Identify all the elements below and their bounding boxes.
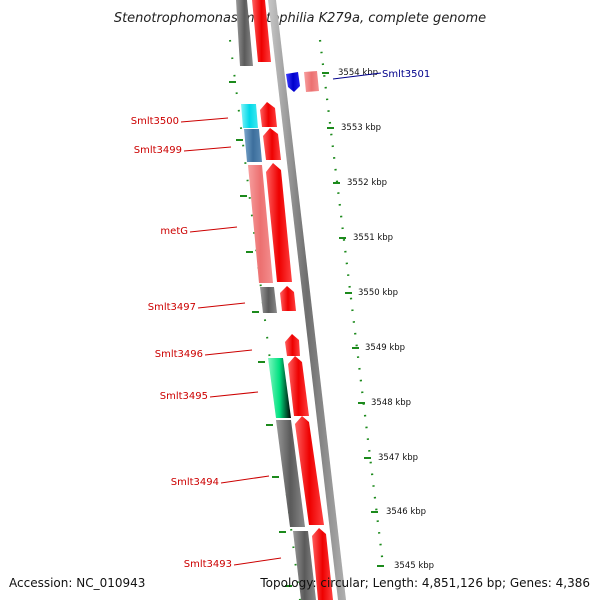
gene-smlt3500 bbox=[241, 104, 258, 128]
gene-smlt3495 bbox=[268, 358, 291, 418]
inner-major-ticks bbox=[229, 81, 292, 587]
tick-track-inner bbox=[229, 39, 301, 600]
gene-label-smlt3496[interactable]: Smlt3496 bbox=[155, 349, 203, 360]
gene-smlt3499 bbox=[244, 129, 262, 162]
gene-smlt3497 bbox=[260, 287, 277, 313]
kbp-label: 3552 kbp bbox=[347, 178, 387, 188]
kbp-label: 3547 kbp bbox=[378, 453, 418, 463]
feature-gray-top bbox=[236, 0, 253, 66]
gene-smlt3500-cds bbox=[260, 102, 277, 127]
gene-smlt3497-cds bbox=[280, 286, 296, 311]
topology-text: Topology: circular; Length: 4,851,126 bp… bbox=[259, 576, 590, 590]
gene-label-smlt3494[interactable]: Smlt3494 bbox=[171, 477, 219, 488]
kbp-label: 3548 kbp bbox=[371, 398, 411, 408]
gene-smlt3494 bbox=[276, 420, 305, 527]
feature-red-top bbox=[252, 0, 271, 62]
kbp-label: 3549 kbp bbox=[365, 343, 405, 353]
kbp-label: 3545 kbp bbox=[394, 561, 434, 571]
gene-smlt3493 bbox=[293, 531, 316, 600]
gene-label-smlt3495[interactable]: Smlt3495 bbox=[160, 391, 208, 402]
gene-label-smlt3499[interactable]: Smlt3499 bbox=[134, 145, 182, 156]
gene-leader-lines bbox=[180, 117, 282, 566]
gene-smlt3501-cds bbox=[304, 71, 319, 92]
map-title: Stenotrophomonas maltophilia K279a, comp… bbox=[114, 11, 486, 26]
gene-smlt3499-cds bbox=[263, 128, 281, 160]
genome-backbone bbox=[268, 0, 346, 600]
gene-metG bbox=[248, 165, 273, 283]
gene-label-smlt3493[interactable]: Smlt3493 bbox=[184, 559, 232, 570]
gene-metG-cds bbox=[266, 163, 292, 282]
gene-label-smlt3500[interactable]: Smlt3500 bbox=[131, 116, 179, 127]
gene-smlt3495-cds bbox=[288, 356, 309, 416]
gene-smlt3496-cds bbox=[285, 334, 300, 356]
kbp-label: 3554 kbp bbox=[338, 68, 378, 78]
gene-label-smlt3501[interactable]: Smlt3501 bbox=[382, 69, 430, 80]
gene-smlt3501-reverse bbox=[286, 72, 300, 92]
accession-text: Accession: NC_010943 bbox=[9, 576, 145, 590]
gene-leader-line-reverse bbox=[332, 72, 382, 80]
gene-label-smlt3497[interactable]: Smlt3497 bbox=[148, 302, 196, 313]
kbp-label: 3546 kbp bbox=[386, 507, 426, 517]
gene-smlt3493-cds bbox=[312, 528, 333, 600]
major-ticks bbox=[322, 72, 384, 567]
kbp-label: 3551 kbp bbox=[353, 233, 393, 243]
gene-smlt3494-cds bbox=[295, 416, 324, 525]
kbp-label: 3553 kbp bbox=[341, 123, 381, 133]
kbp-label: 3550 kbp bbox=[358, 288, 398, 298]
gene-label-metG[interactable]: metG bbox=[160, 226, 188, 237]
